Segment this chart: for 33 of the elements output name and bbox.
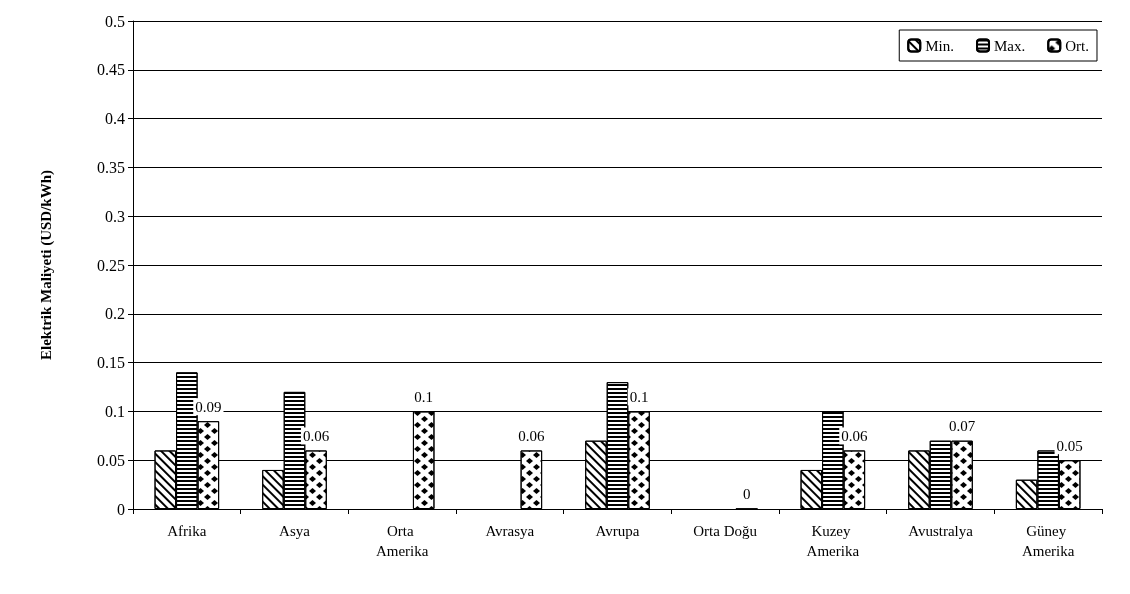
- x-tick-label: Afrika: [167, 523, 207, 539]
- x-tick-label: Asya: [279, 523, 311, 539]
- x-tick-label: Kuzey Amerika: [806, 523, 860, 559]
- y-tick-label: 0.25: [97, 256, 125, 274]
- x-tick-label: Avrasya: [485, 523, 535, 539]
- y-tick-label: 0.15: [97, 354, 125, 372]
- data-label: 0.07: [948, 418, 976, 435]
- y-tick-label: 0.3: [105, 207, 125, 225]
- x-tick-label: Avustralya: [908, 523, 974, 539]
- data-label: 0.1: [414, 388, 434, 405]
- y-tick-label: 0.35: [97, 158, 125, 176]
- legend-label: Max.: [994, 37, 1026, 54]
- x-tick-label: Orta Amerika: [375, 523, 429, 559]
- legend-label: Min.: [925, 37, 955, 54]
- data-label: 0.09: [195, 398, 222, 415]
- data-label: 0.06: [518, 427, 545, 444]
- data-label: 0.06: [302, 427, 330, 444]
- x-tick-label: Orta Doğu: [693, 523, 758, 539]
- x-tick-label: Avrupa: [595, 523, 640, 539]
- y-tick-label: 0.2: [105, 305, 125, 323]
- y-tick-label: 0.05: [97, 451, 125, 469]
- y-tick-label: 0.4: [105, 110, 125, 128]
- y-axis-title: Elektrik Maliyeti (USD/kWh): [37, 170, 55, 360]
- data-label: 0: [742, 486, 751, 502]
- data-label: 0.05: [1056, 437, 1083, 454]
- legend-label: Ort.: [1065, 37, 1089, 54]
- x-tick-label: Güney Amerika: [1021, 523, 1075, 559]
- y-tick-label: 0.1: [105, 402, 125, 420]
- y-tick-label: 0: [117, 500, 125, 518]
- y-tick-label: 0.5: [105, 12, 125, 30]
- y-tick-label: 0.45: [97, 61, 125, 79]
- data-label: 0.06: [841, 427, 868, 444]
- data-label: 0.1: [629, 388, 649, 405]
